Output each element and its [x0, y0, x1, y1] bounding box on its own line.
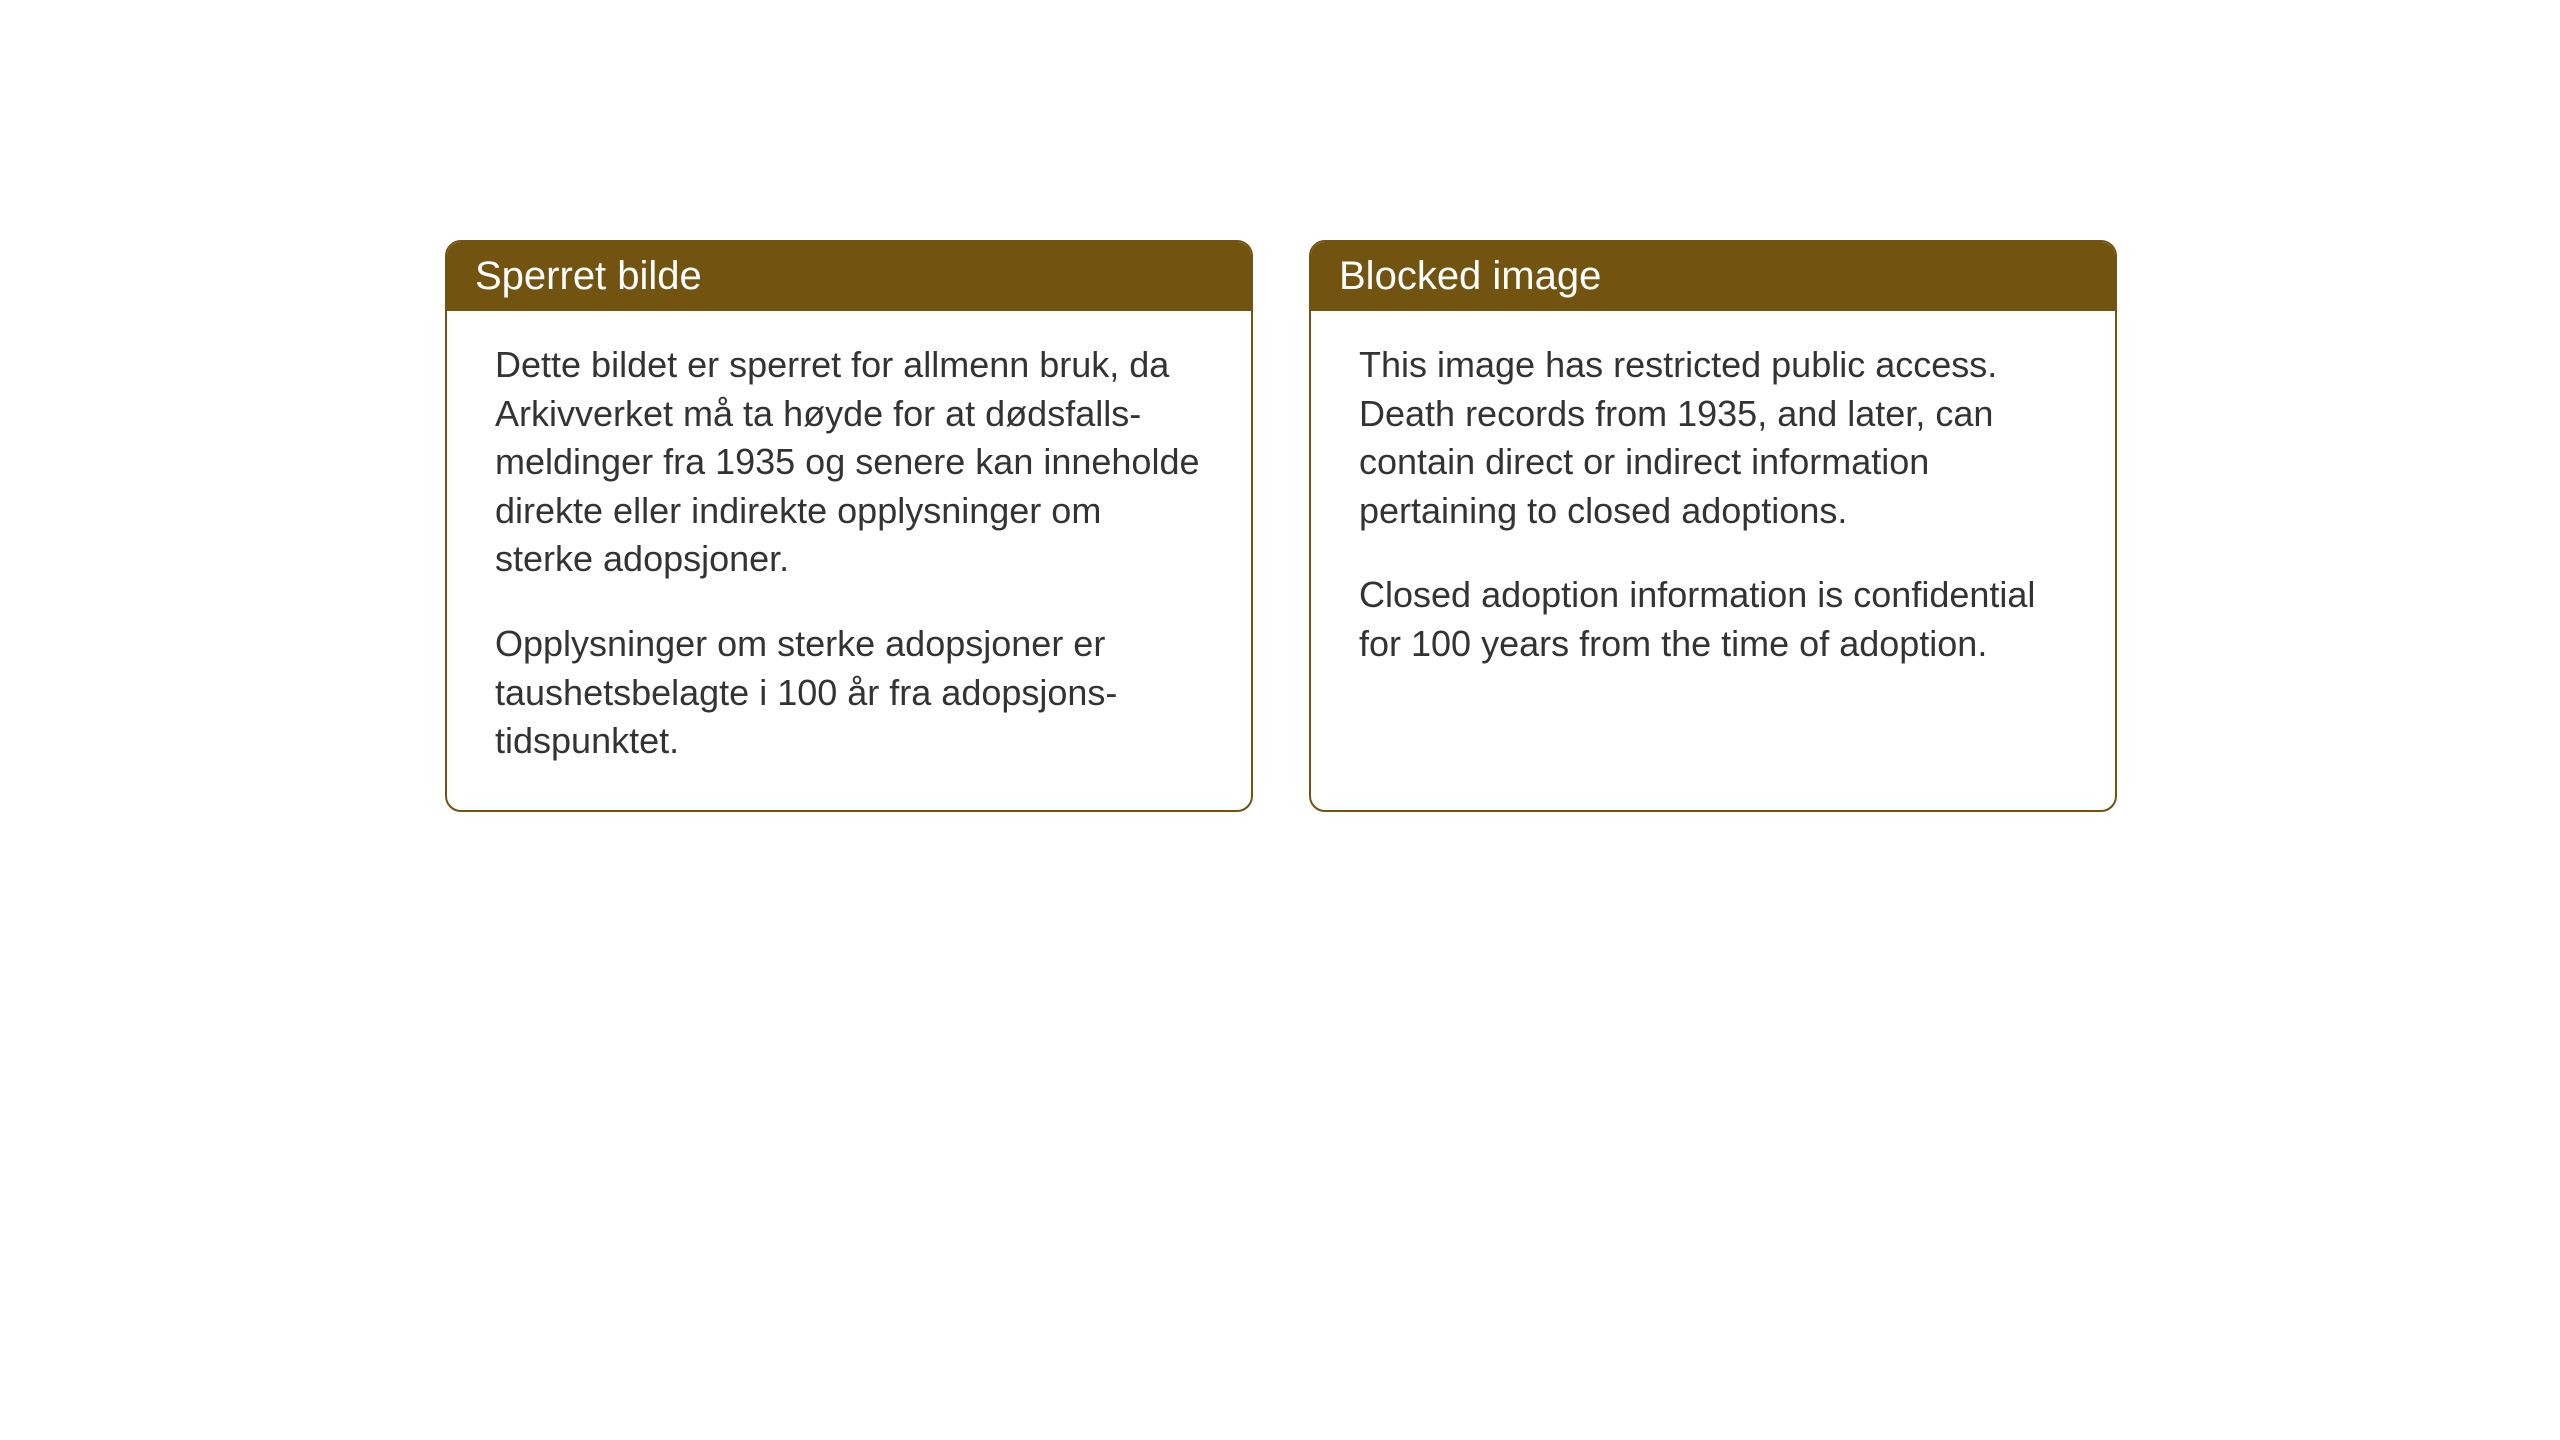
card-paragraph: This image has restricted public access.…	[1359, 341, 2067, 535]
card-norwegian: Sperret bilde Dette bildet er sperret fo…	[445, 240, 1253, 812]
card-paragraph: Dette bildet er sperret for allmenn bruk…	[495, 341, 1203, 584]
card-header-english: Blocked image	[1311, 242, 2115, 311]
card-body-english: This image has restricted public access.…	[1311, 311, 2115, 713]
card-body-norwegian: Dette bildet er sperret for allmenn bruk…	[447, 311, 1251, 810]
card-paragraph: Closed adoption information is confident…	[1359, 571, 2067, 668]
card-english: Blocked image This image has restricted …	[1309, 240, 2117, 812]
cards-container: Sperret bilde Dette bildet er sperret fo…	[445, 240, 2117, 812]
card-paragraph: Opplysninger om sterke adopsjoner er tau…	[495, 620, 1203, 766]
card-header-norwegian: Sperret bilde	[447, 242, 1251, 311]
